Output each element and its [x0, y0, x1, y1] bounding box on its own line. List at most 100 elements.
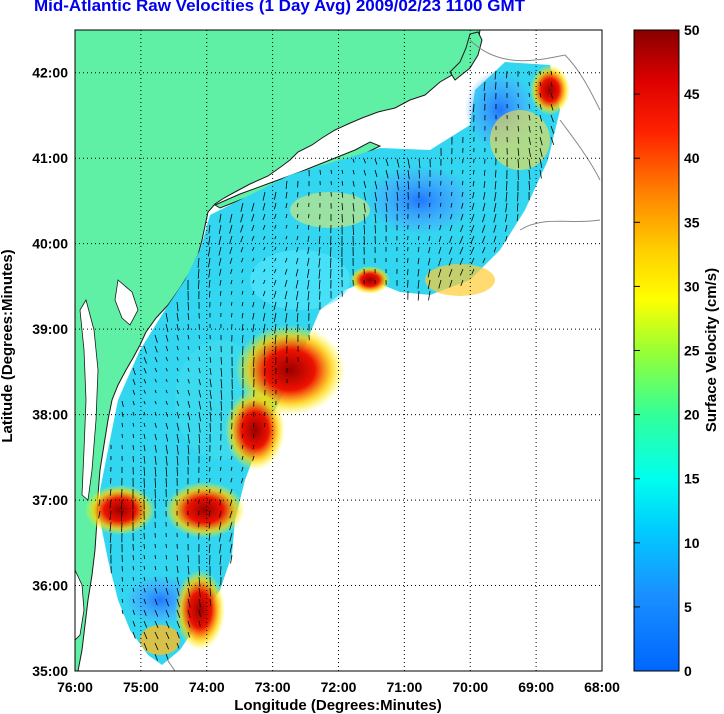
velocity-arrow [230, 466, 233, 471]
velocity-arrow [539, 92, 542, 98]
velocity-arrow [374, 158, 378, 165]
velocity-arrow [219, 268, 222, 276]
velocity-arrow [209, 587, 212, 597]
colorbar-tick-label: 45 [684, 86, 700, 102]
velocity-arrow [220, 378, 223, 389]
velocity-arrow [472, 191, 475, 199]
velocity-arrow [262, 202, 266, 211]
velocity-arrow [143, 620, 148, 628]
velocity-arrow [165, 455, 168, 466]
velocity-arrow [241, 323, 244, 331]
velocity-arrow [427, 268, 431, 278]
velocity-arrow [187, 631, 191, 638]
velocity-arrow [176, 565, 179, 573]
velocity-arrow [273, 312, 277, 323]
velocity-arrow [428, 290, 431, 301]
velocity-arrow [528, 158, 531, 169]
velocity-arrow [121, 609, 124, 615]
velocity-arrow [517, 136, 520, 144]
velocity-arrow [262, 213, 266, 221]
velocity-arrow [230, 444, 233, 450]
velocity-arrow [165, 334, 169, 342]
velocity-arrow [307, 246, 310, 255]
velocity-arrow [483, 169, 486, 176]
velocity-arrow [176, 455, 179, 466]
velocity-arrow [330, 180, 332, 185]
velocity-arrow [176, 444, 179, 455]
velocity-arrow [484, 92, 486, 101]
velocity-arrow [165, 631, 170, 639]
velocity-arrow [165, 466, 168, 477]
velocity-arrow [229, 235, 233, 244]
velocity-arrow [494, 180, 497, 190]
velocity-arrow [154, 598, 158, 606]
velocity-arrow [198, 378, 201, 386]
colorbar-tick-label: 35 [684, 214, 700, 230]
velocity-arrow [417, 279, 420, 289]
velocity-arrow [262, 290, 266, 297]
velocity-arrow [98, 499, 101, 507]
velocity-arrow [285, 257, 288, 263]
velocity-arrow [220, 400, 223, 411]
x-tick-label: 70:00 [452, 679, 488, 695]
velocity-arrow [363, 202, 366, 213]
velocity-arrow [385, 191, 388, 202]
velocity-arrow [363, 169, 367, 176]
velocity-arrow [427, 257, 431, 266]
velocity-arrow [154, 576, 157, 582]
velocity-arrow [165, 609, 170, 618]
velocity-arrow [297, 191, 299, 198]
velocity-arrow [285, 180, 288, 189]
velocity-arrow [251, 202, 255, 212]
velocity-arrow [252, 279, 255, 284]
velocity-arrow [494, 191, 497, 202]
plot-frame [74, 29, 603, 672]
velocity-arrow [285, 191, 288, 199]
velocity-arrow [363, 191, 366, 201]
velocity-arrow [285, 323, 288, 334]
velocity-arrow [218, 532, 222, 542]
velocity-arrow [165, 345, 169, 352]
velocity-arrow [187, 367, 190, 372]
velocity-arrow [154, 367, 158, 373]
velocity-arrow [209, 290, 211, 298]
velocity-arrow [273, 290, 277, 298]
velocity-arrow [198, 587, 201, 598]
velocity-arrow [550, 125, 555, 134]
velocity-arrow [307, 279, 310, 290]
velocity-arrow [273, 202, 277, 210]
y-tick-label: 40:00 [32, 236, 68, 252]
velocity-arrows [98, 70, 555, 661]
velocity-arrow [273, 279, 277, 286]
velocity-arrow [176, 576, 180, 585]
velocity-arrow [341, 191, 344, 198]
velocity-arrow [229, 521, 233, 531]
velocity-arrow [417, 257, 420, 265]
velocity-arrow [154, 378, 157, 383]
velocity-arrow [165, 653, 169, 660]
velocity-arrow [296, 312, 299, 323]
velocity-arrow [208, 224, 211, 234]
velocity-arrow [109, 488, 112, 496]
velocity-arrow [417, 235, 420, 241]
velocity-arrow [528, 125, 531, 133]
velocity-arrow [251, 246, 255, 251]
velocity-arrow [187, 345, 190, 350]
velocity-arrow [251, 213, 255, 222]
velocity-arrow [209, 400, 212, 411]
velocity-arrow [240, 235, 244, 243]
velocity-arrow [229, 257, 233, 265]
velocity-arrow [262, 301, 266, 309]
velocity-arrow [263, 257, 266, 262]
velocity-arrow [219, 488, 222, 494]
velocity-arrow [470, 257, 475, 265]
velocity-arrow [154, 433, 157, 441]
velocity-arrow [219, 477, 222, 482]
colorbar-tick-label: 25 [684, 343, 700, 359]
velocity-arrow [396, 158, 400, 168]
velocity-arrow [286, 334, 288, 344]
velocity-arrow [252, 290, 255, 296]
velocity-arrow [208, 510, 211, 517]
velocity-arrow [209, 411, 212, 422]
velocity-arrow [295, 257, 299, 265]
